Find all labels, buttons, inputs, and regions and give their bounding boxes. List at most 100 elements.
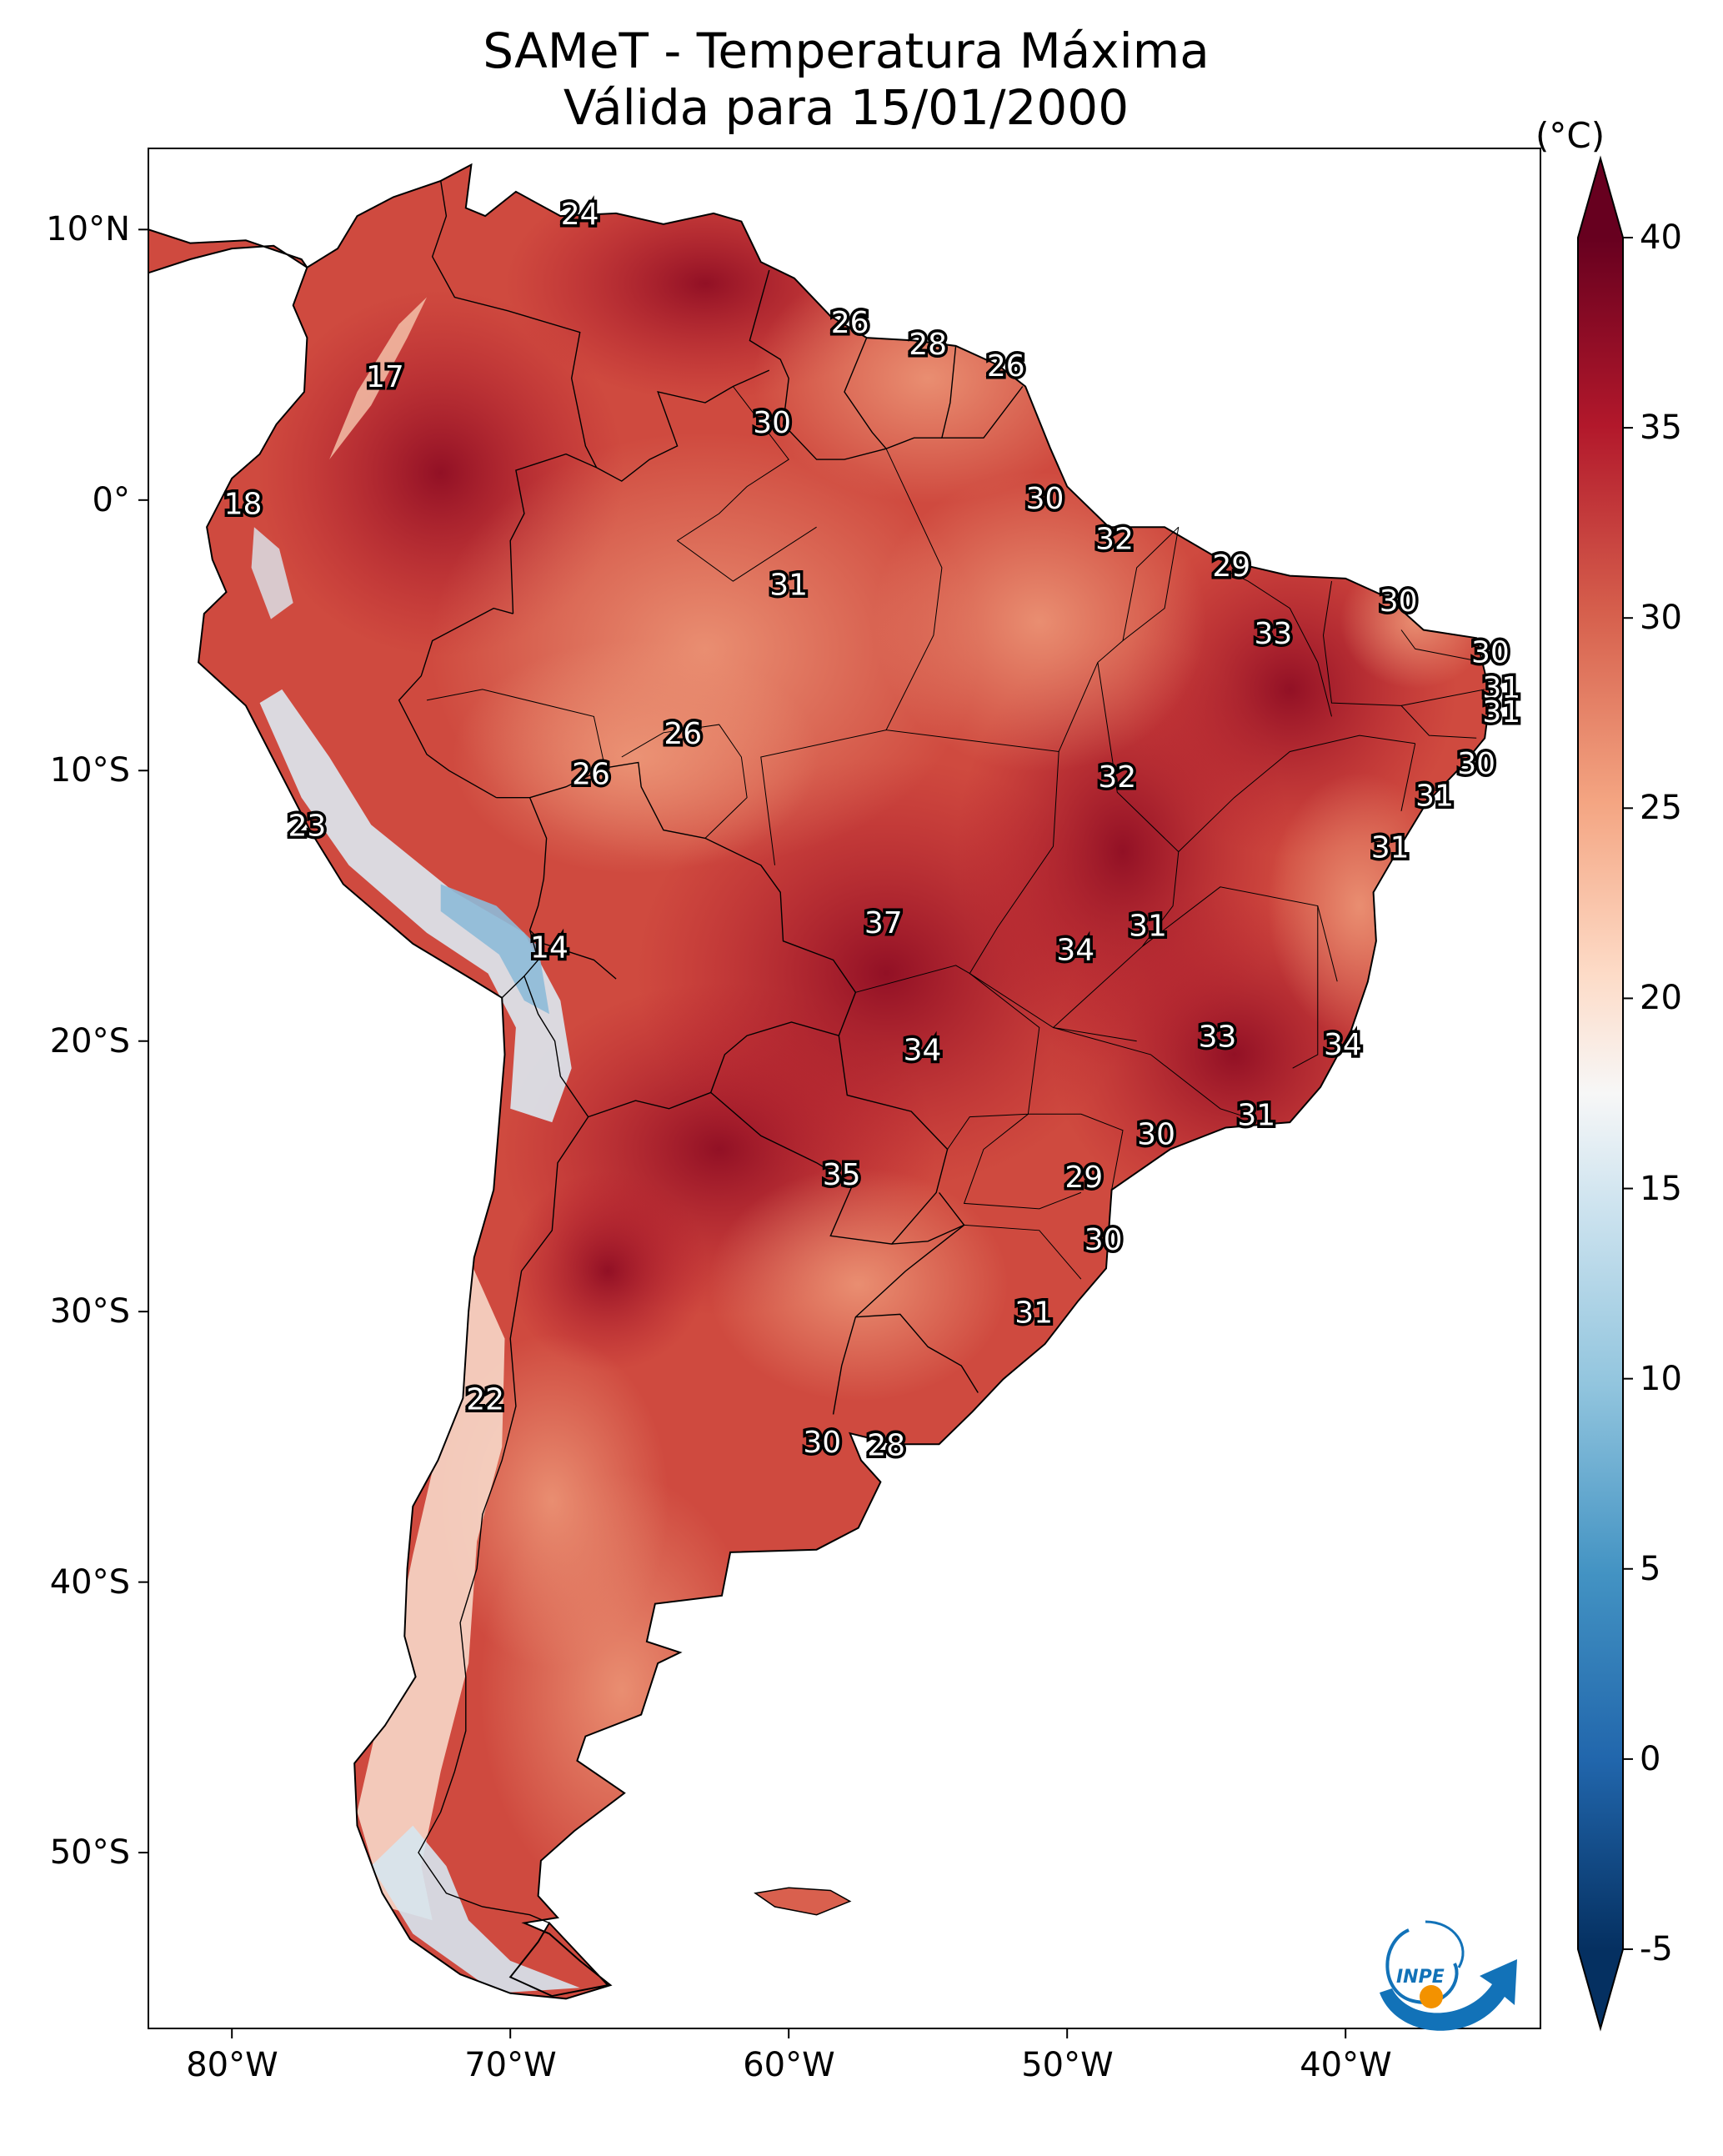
temperature-field [251,167,1490,1993]
temp-label: 32 [1098,760,1136,795]
lat-tick-label: 10°N [46,210,130,249]
colorbar-tick-label: 20 [1640,979,1682,1018]
temp-label: 30 [1137,1117,1175,1151]
temp-label: 26 [664,717,702,751]
inpe-logo: INPE [1380,1920,1517,2031]
temp-label: 29 [1212,549,1250,584]
colorbar-gradient [1578,238,1623,1949]
country-border-6 [398,607,513,799]
patagonia-cold-zone [371,1825,580,1993]
temp-label: 18 [224,487,263,521]
state-border-13 [1292,905,1319,1069]
state-border-17 [1400,629,1485,663]
temp-blob-15 [872,471,1206,772]
country-border-16 [529,930,617,980]
state-border-16 [1322,581,1485,706]
country-border-5 [509,453,597,614]
state-border-4 [760,730,887,865]
country-border-13 [891,1191,965,1245]
state-border-3 [969,751,1137,1042]
temp-label: 34 [904,1034,942,1068]
lat-tick-label: 30°S [49,1292,130,1331]
temp-label: 30 [1380,584,1418,619]
colorbar-tick-label: 10 [1640,1359,1682,1398]
temp-label: 26 [987,349,1025,384]
map-frame [148,148,1541,2029]
country-border-12 [418,1116,589,1924]
state-border-21 [1400,743,1416,812]
colorbar-tick-label: 35 [1640,409,1682,448]
falkland-islands [754,1887,852,1916]
svg-text:INPE: INPE [1396,1967,1445,1988]
temp-label: 30 [1457,747,1495,781]
temp-label: 14 [530,930,568,965]
temp-label: 31 [1237,1099,1275,1133]
country-border-2 [844,337,942,450]
colorbar-max-extend [1578,158,1623,238]
lon-tick-label: 40°W [1300,2046,1392,2084]
lat-tick-label: 0° [92,480,130,519]
colorbar-tick-label: 5 [1640,1549,1661,1588]
state-border-6 [426,689,606,769]
temp-blob-10 [452,640,819,875]
temp-label: 30 [1471,636,1510,670]
temp-label: 31 [1014,1296,1053,1330]
state-border-10 [964,1224,1082,1280]
state-border-8 [1028,1113,1124,1191]
colorbar-min-extend [1578,1949,1623,2028]
country-border-10 [529,761,856,993]
temp-label: 31 [1371,830,1410,865]
temp-label: 34 [1324,1028,1362,1062]
temp-label: 31 [1482,695,1520,730]
temp-label: 30 [1084,1223,1123,1257]
state-border-15 [1220,567,1332,717]
colorbar-tick-label: -5 [1640,1930,1673,1968]
colorbar-tick-label: 25 [1640,789,1682,828]
state-border-7 [855,965,1040,1150]
country-border-9 [588,992,857,1118]
temp-label: 17 [366,360,404,394]
country-border-1 [749,269,887,460]
temp-blob-11 [708,1167,1009,1401]
colorbar-tick-label: 40 [1640,218,1682,257]
lon-tick-label: 80°W [186,2046,278,2084]
colorbar-tick-label: 15 [1640,1169,1682,1208]
temp-label: 37 [864,906,903,940]
temp-label: 31 [1129,909,1167,943]
map-subtitle: Válida para 15/01/2000 [563,79,1129,136]
temp-label: 28 [867,1428,905,1462]
country-border-7 [496,797,548,999]
lon-tick-label: 50°W [1021,2046,1114,2084]
andes-cold-core [440,884,549,1015]
colorbar-tick-label: 30 [1640,599,1682,638]
temp-label: 33 [1254,617,1292,651]
state-border-11 [1053,1027,1255,1121]
country-border-8 [523,975,589,1117]
map-area [148,163,1491,2000]
temp-label: 30 [1026,482,1064,516]
state-border-14 [1178,735,1415,852]
state-border-20 [1122,526,1180,641]
temp-label: 31 [1415,780,1454,814]
temp-label: 24 [561,198,599,232]
temp-blob-7 [508,1171,709,1371]
temp-label: 23 [288,809,326,843]
state-border-1 [1122,527,1180,641]
country-border-15 [855,1313,979,1393]
colombia-cool-zone [329,297,427,460]
lat-tick-label: 20°S [49,1021,130,1060]
temp-label: 26 [831,306,869,340]
temp-label: 30 [753,406,791,440]
state-border-9 [963,1113,1082,1210]
temp-label: 31 [1482,671,1520,705]
temp-label: 29 [1064,1161,1103,1195]
axis-ticks [138,228,1347,2038]
state-border-19 [676,386,817,582]
temp-label: 32 [1095,522,1134,556]
temp-label: 31 [769,569,808,603]
state-border-12 [1142,886,1338,982]
temp-label: 35 [823,1158,861,1192]
state-border-2 [1053,662,1180,1028]
